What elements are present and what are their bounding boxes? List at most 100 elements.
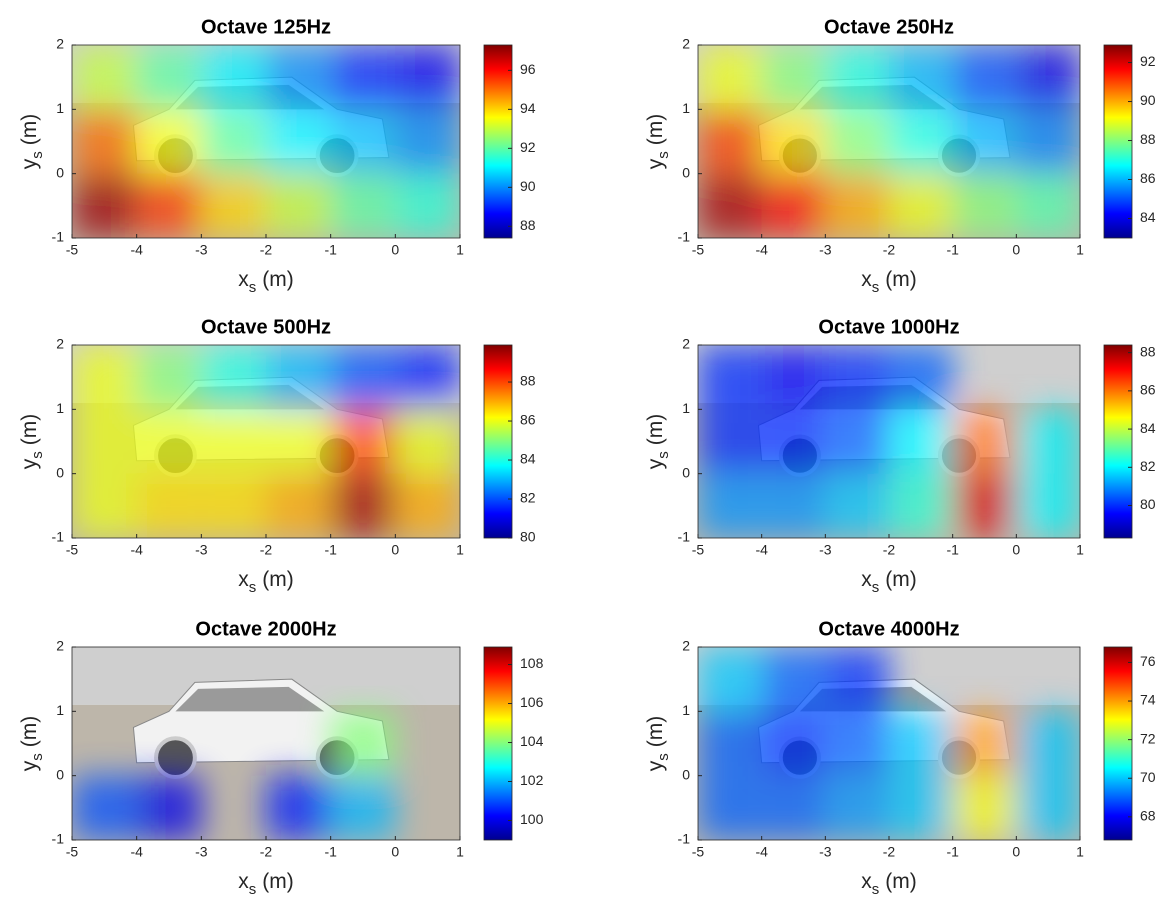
x-tick-label: -4 (130, 242, 143, 258)
heat-cell (889, 711, 953, 776)
heat-cell (1016, 473, 1080, 538)
colorbar-tick-label: 84 (520, 451, 536, 467)
y-tick-label: 0 (682, 464, 690, 480)
heat-cell (698, 473, 762, 538)
heat-cell (952, 109, 1017, 174)
label-sub: s (249, 579, 257, 596)
colorbar-tick-label: 92 (520, 139, 536, 155)
label-unit: (m) (262, 268, 293, 291)
x-tick-label: 0 (391, 242, 399, 258)
heat-cell (201, 345, 266, 410)
x-tick-label: -5 (692, 542, 705, 558)
x-axis-label: xs (m) (861, 268, 916, 296)
label-var: x (238, 268, 249, 291)
y-tick-label: 1 (682, 100, 690, 116)
heat-cell (1016, 409, 1080, 474)
heat-cell (889, 409, 953, 474)
heat-cell (952, 45, 1017, 110)
colorbar-tick-label: 96 (520, 61, 536, 77)
heat-cell (698, 109, 762, 174)
x-tick-label: -3 (819, 242, 832, 258)
heat-cell (72, 775, 137, 840)
chart-title: Octave 4000Hz (818, 618, 959, 640)
x-tick-label: -2 (260, 542, 273, 558)
x-tick-label: 1 (1076, 844, 1084, 860)
heat-cell (136, 45, 202, 110)
y-tick-label: 1 (682, 702, 690, 718)
x-tick-label: -2 (260, 844, 273, 860)
colorbar-tick-label: 90 (1140, 92, 1156, 108)
y-tick-label: 2 (56, 36, 64, 52)
heat-cell (761, 109, 826, 174)
colorbar-tick-label: 88 (1140, 131, 1156, 147)
colorbar-tick-label: 84 (1140, 420, 1156, 436)
heat-cell (395, 173, 460, 238)
x-axis-label: xs (m) (238, 268, 293, 296)
heat-cell (889, 345, 953, 410)
heat-cell (201, 45, 266, 110)
colorbar-tick-label: 92 (1140, 53, 1156, 69)
heat-cell (330, 109, 396, 174)
heat-layer (72, 45, 460, 238)
colorbar-tick-label: 74 (1140, 692, 1156, 708)
label-var: y (18, 158, 41, 169)
label-unit: (m) (18, 414, 41, 445)
label-var: y (644, 158, 667, 169)
label-sub: s (29, 753, 46, 761)
heat-cell (201, 109, 266, 174)
colorbar-tick-label: 80 (520, 529, 536, 545)
colorbar-tick-label: 90 (520, 178, 536, 194)
heat-cell (825, 473, 889, 538)
label-sub: s (655, 753, 672, 761)
colorbar-tick-label: 104 (520, 733, 544, 749)
heat-cell (201, 473, 266, 538)
heat-cell (72, 345, 137, 410)
heat-cell (889, 775, 953, 840)
x-tick-label: -3 (195, 242, 208, 258)
heat-cell (266, 109, 331, 174)
heat-cell (266, 173, 331, 238)
heat-cell (761, 775, 826, 840)
heat-cell (1016, 711, 1080, 776)
heat-cell (72, 109, 137, 174)
colorbar (1103, 44, 1133, 239)
heat-cell (266, 409, 331, 474)
label-sub: s (29, 151, 46, 159)
label-unit: (m) (885, 870, 916, 893)
y-axis-label: ys (m) (644, 414, 672, 469)
y-tick-label: 2 (682, 36, 690, 52)
x-tick-label: -2 (260, 242, 273, 258)
x-tick-label: -4 (755, 844, 768, 860)
x-tick-label: -2 (883, 242, 896, 258)
colorbar (483, 44, 513, 239)
colorbar-tick-label: 100 (520, 811, 544, 827)
heat-cell (761, 45, 826, 110)
x-tick-label: 1 (1076, 542, 1084, 558)
colorbar-tick-label: 72 (1140, 730, 1156, 746)
x-axis-label: xs (m) (861, 870, 916, 898)
heat-cell (330, 473, 396, 538)
x-tick-label: -1 (324, 242, 337, 258)
x-tick-label: -1 (324, 844, 337, 860)
heat-cells (698, 345, 1080, 538)
colorbar-tick-label: 86 (520, 412, 536, 428)
heat-cell (825, 711, 889, 776)
x-axis-label: xs (m) (861, 568, 916, 596)
heat-cell (136, 473, 202, 538)
colorbar-tick-label: 80 (1140, 496, 1156, 512)
label-unit: (m) (644, 414, 667, 445)
heat-cell (698, 345, 762, 410)
x-tick-label: -1 (324, 542, 337, 558)
label-unit: (m) (885, 568, 916, 591)
heat-cell (395, 473, 460, 538)
x-tick-label: -3 (819, 844, 832, 860)
y-axis-label: ys (m) (18, 716, 46, 771)
car-wheel (154, 736, 197, 780)
x-tick-label: -4 (130, 542, 143, 558)
heat-cell (266, 775, 331, 840)
label-var: x (861, 870, 872, 893)
x-tick-label: -4 (755, 542, 768, 558)
heat-cell (761, 345, 826, 410)
